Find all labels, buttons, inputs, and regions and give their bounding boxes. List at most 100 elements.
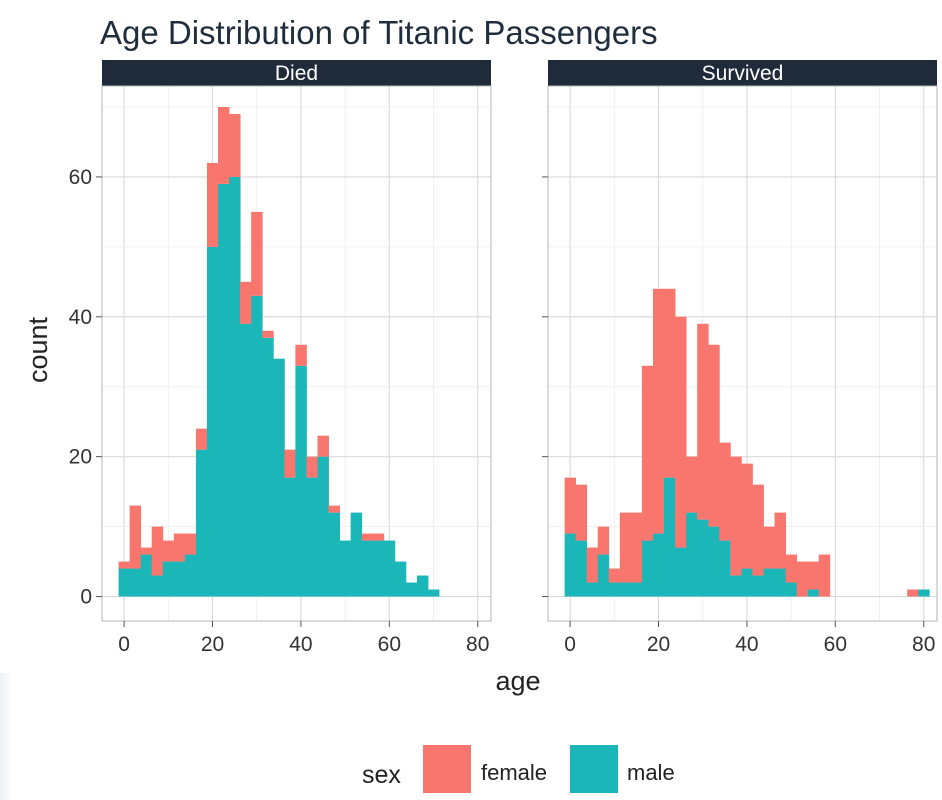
- bar-female: [630, 512, 643, 583]
- panel-border: [101, 85, 492, 622]
- bar-male: [664, 477, 676, 597]
- bar-male: [328, 512, 340, 597]
- bar-female: [251, 211, 263, 296]
- bar-male: [752, 575, 764, 597]
- bar-female: [597, 526, 610, 555]
- bar-male: [173, 561, 186, 597]
- x-tick-label: 40: [735, 633, 758, 656]
- x-tick-label: 80: [912, 633, 935, 656]
- bar-male: [785, 582, 798, 597]
- facet-panels: Died 0 20 40 60 80 0 20 40 60 Survived 0 20 40 60 80: [69, 60, 938, 656]
- bar-female: [206, 162, 219, 247]
- bar-male: [763, 568, 775, 597]
- x-tick-label: 0: [564, 633, 576, 656]
- bar-female: [262, 330, 274, 338]
- bar-female: [240, 281, 252, 324]
- bar-female: [229, 113, 241, 177]
- x-tick-label: 20: [647, 633, 670, 656]
- bar-male: [361, 540, 374, 597]
- x-tick-label: 80: [466, 633, 489, 656]
- bar-male: [686, 512, 698, 597]
- bar-female: [763, 526, 775, 569]
- y-tick-label: 0: [80, 586, 92, 609]
- bar-male: [597, 554, 610, 597]
- bar-male: [162, 561, 175, 597]
- bar-male: [284, 477, 296, 597]
- panel-border: [547, 85, 938, 622]
- bar-male: [195, 449, 208, 597]
- bar-male: [394, 561, 407, 597]
- bar-male: [151, 575, 164, 597]
- y-tick-label: 60: [69, 166, 92, 189]
- bar-male: [774, 568, 786, 597]
- left-edge-shade: [0, 673, 12, 800]
- bar-female: [218, 106, 230, 184]
- x-tick-label: 60: [378, 633, 401, 656]
- bar-male: [350, 512, 363, 597]
- bar-female: [741, 463, 753, 569]
- bar-male: [697, 519, 709, 597]
- y-tick-label: 40: [69, 306, 92, 329]
- facet-strip-label: Died: [275, 62, 318, 85]
- bar-male: [229, 176, 241, 597]
- bar-male: [184, 554, 197, 597]
- bar-female: [774, 512, 786, 569]
- bar-female: [697, 323, 709, 520]
- bar-male: [372, 540, 385, 597]
- x-tick-label: 40: [289, 633, 312, 656]
- bar-female: [719, 442, 731, 541]
- bar-male: [206, 246, 219, 597]
- bar-female: [807, 561, 820, 590]
- bar-male: [383, 540, 396, 597]
- bar-male: [251, 295, 263, 597]
- x-axis-title: age: [495, 666, 540, 696]
- bar-female: [284, 449, 296, 478]
- bar-male: [741, 568, 753, 597]
- bar-female: [818, 554, 831, 597]
- bar-male: [428, 589, 440, 597]
- bars: [118, 106, 440, 597]
- bar-male: [730, 575, 742, 597]
- bar-female: [173, 533, 186, 562]
- bar-male: [641, 540, 654, 597]
- bar-female: [619, 512, 632, 583]
- bar-male: [719, 540, 731, 597]
- x-tick-label: 0: [118, 633, 130, 656]
- bar-male: [630, 582, 643, 597]
- x-tick-label: 60: [824, 633, 847, 656]
- bar-male: [118, 568, 131, 597]
- y-axis-title: count: [23, 316, 53, 383]
- y-tick-label: 20: [69, 446, 92, 469]
- bar-male: [675, 547, 687, 597]
- bar-male: [317, 456, 329, 597]
- bar-female: [195, 428, 208, 450]
- bar-female: [151, 526, 164, 576]
- facet-panel-died: Died 0 20 40 60 80 0 20 40 60: [69, 60, 492, 656]
- bar-male: [619, 582, 632, 597]
- bar-female: [295, 344, 307, 366]
- legend-key-male: [570, 745, 618, 793]
- facet-strip: [102, 60, 491, 86]
- bar-male: [140, 554, 153, 597]
- bar-female: [708, 344, 720, 527]
- bar-female: [608, 568, 621, 583]
- x-tick-label: 20: [201, 633, 224, 656]
- bar-male: [918, 589, 930, 597]
- bar-female: [785, 554, 798, 583]
- bar-female: [306, 456, 318, 478]
- bar-female: [752, 484, 764, 576]
- bar-female: [361, 533, 374, 541]
- bar-female: [140, 547, 153, 555]
- facet-strip-label: Survived: [702, 62, 784, 85]
- bar-male: [129, 568, 142, 597]
- bar-female: [586, 547, 599, 583]
- bar-female: [372, 533, 385, 541]
- legend: sex female male: [362, 745, 675, 793]
- bar-female: [575, 484, 588, 541]
- legend-title: sex: [362, 761, 401, 789]
- bar-male: [240, 323, 252, 597]
- bar-female: [564, 477, 577, 534]
- facet-panel-survived: Survived 0 20 40 60 80: [542, 60, 938, 656]
- bar-female: [641, 365, 654, 541]
